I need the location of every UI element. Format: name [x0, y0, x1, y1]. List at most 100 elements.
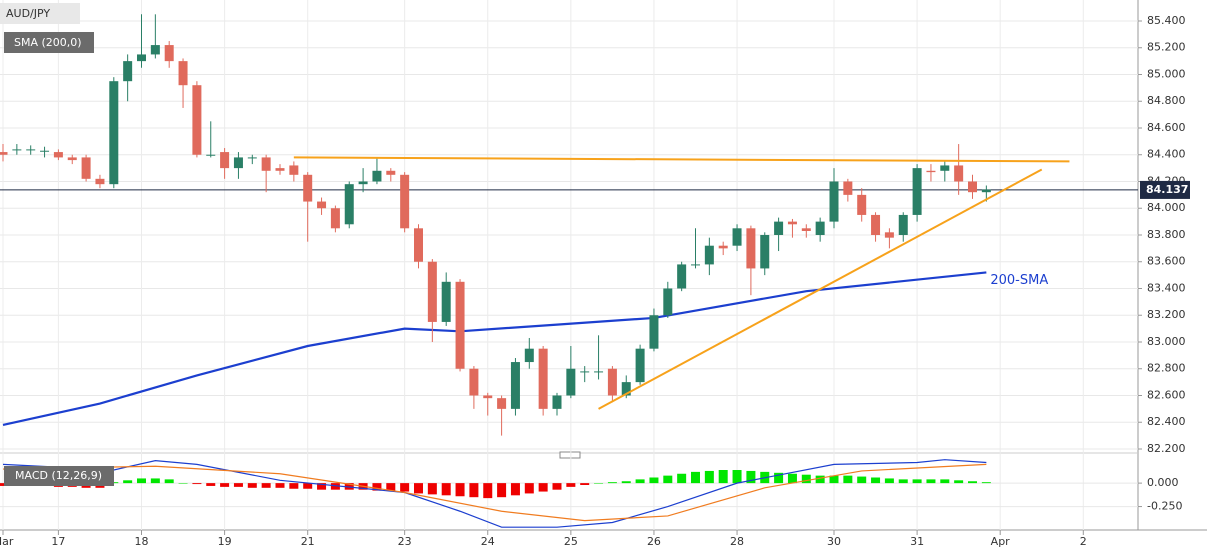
histogram-bar — [372, 483, 382, 491]
x-tick-label: 31 — [910, 535, 924, 548]
candle-body — [649, 315, 659, 349]
candle-body — [871, 214, 881, 235]
macd-label-box — [4, 466, 114, 486]
candle-body — [926, 170, 936, 173]
histogram-bar — [455, 483, 465, 497]
candle-body — [303, 174, 313, 202]
x-tick-label: 19 — [218, 535, 232, 548]
histogram-bar — [815, 475, 825, 484]
histogram-bar — [524, 483, 534, 494]
macd-line — [2, 463, 987, 522]
plot-layer: 82.200 82.400 82.600 82.800 83.000 83.200 83.4… — [0, 0, 1190, 548]
last-price-box — [1140, 180, 1190, 199]
y-tick-label: 83.200 — [1147, 308, 1186, 321]
y-tick-label: 82.200 — [1147, 442, 1186, 455]
candle-body — [455, 281, 465, 369]
histogram-bar — [981, 482, 991, 484]
candle-body — [469, 368, 479, 396]
histogram-bar — [787, 473, 797, 484]
candle-body — [940, 165, 950, 171]
macd-label: MACD (12,26,9) — [15, 469, 102, 482]
histogram-bar — [774, 472, 784, 484]
histogram-bar — [677, 473, 687, 484]
candle-body — [635, 348, 645, 383]
y-tick-label: 85.400 — [1147, 14, 1186, 27]
candle-body — [787, 221, 797, 225]
x-tick-label: 2 — [1080, 535, 1087, 548]
histogram-bar — [510, 483, 520, 496]
candle-body — [150, 45, 160, 55]
histogram-bar — [137, 478, 146, 484]
x-tick-label: Mar — [0, 535, 14, 548]
histogram-bar — [663, 475, 673, 484]
resize-handle[interactable] — [559, 451, 581, 459]
candle-body — [968, 181, 977, 193]
histogram-bar — [344, 483, 354, 490]
candle-body — [372, 170, 382, 182]
candle-body — [317, 201, 327, 209]
candle-body — [746, 228, 756, 269]
histogram-bar — [607, 482, 617, 484]
histogram-bar — [220, 483, 230, 487]
candle-body — [718, 245, 728, 249]
x-tick-label: 24 — [481, 535, 495, 548]
histogram-bar — [233, 483, 243, 487]
candle-body — [178, 61, 188, 86]
histogram-bar — [275, 483, 285, 488]
candle-body — [53, 152, 63, 158]
histogram-bar — [898, 479, 908, 484]
candle-body — [912, 168, 922, 215]
candle-body — [164, 45, 174, 62]
histogram-bar — [857, 476, 867, 484]
histogram-bar — [330, 483, 340, 490]
candle-body — [386, 170, 396, 175]
histogram-bar — [427, 483, 437, 495]
candle-body — [594, 371, 604, 373]
candle-body — [691, 264, 700, 266]
candle-body — [815, 221, 825, 235]
y-tick-label: 82.600 — [1147, 388, 1186, 401]
candle-body — [704, 245, 714, 265]
candle-body — [538, 348, 548, 409]
histogram-bar — [829, 475, 839, 484]
x-tick-label: 28 — [730, 535, 744, 548]
chart-title: AUD/JPY — [6, 7, 50, 20]
histogram-bar — [400, 483, 410, 492]
x-tick-label: 18 — [135, 535, 149, 548]
candle-body — [774, 221, 784, 235]
histogram-bar — [289, 483, 299, 489]
title-box — [0, 3, 80, 24]
histogram-bar — [926, 479, 936, 484]
macd-line — [2, 459, 987, 528]
histogram-bar — [497, 483, 507, 498]
histogram-bar — [247, 483, 257, 488]
y-tick-label: 84.000 — [1147, 201, 1186, 214]
histogram-bar — [317, 483, 327, 490]
y-tick-label: 83.600 — [1147, 255, 1186, 268]
histogram-bar — [414, 483, 423, 494]
candle-body — [497, 398, 507, 409]
y-tick-label: 85.000 — [1147, 67, 1186, 80]
candle-body — [898, 214, 908, 235]
y-tick-label: 83.800 — [1147, 228, 1186, 241]
candle-body — [261, 157, 271, 171]
x-tick-label: 23 — [398, 535, 412, 548]
trend-line — [293, 156, 1070, 163]
histogram-bar — [469, 483, 479, 498]
histogram-bar — [566, 483, 576, 487]
candle-body — [12, 149, 22, 151]
y-tick-label: 84.600 — [1147, 121, 1186, 134]
candle-body — [40, 150, 50, 152]
histogram-bar — [441, 483, 451, 496]
histogram-bar — [580, 483, 590, 485]
candle-body — [137, 54, 146, 62]
histogram-bar — [552, 483, 562, 490]
y-tick-label: -0.250 — [1147, 500, 1182, 513]
candle-body — [109, 81, 119, 185]
legend-box — [4, 32, 94, 53]
candle-body — [344, 184, 354, 225]
y-tick-label: 82.400 — [1147, 415, 1186, 428]
candle-body — [732, 228, 742, 246]
candle-body — [552, 395, 562, 409]
candle-body — [801, 228, 811, 231]
